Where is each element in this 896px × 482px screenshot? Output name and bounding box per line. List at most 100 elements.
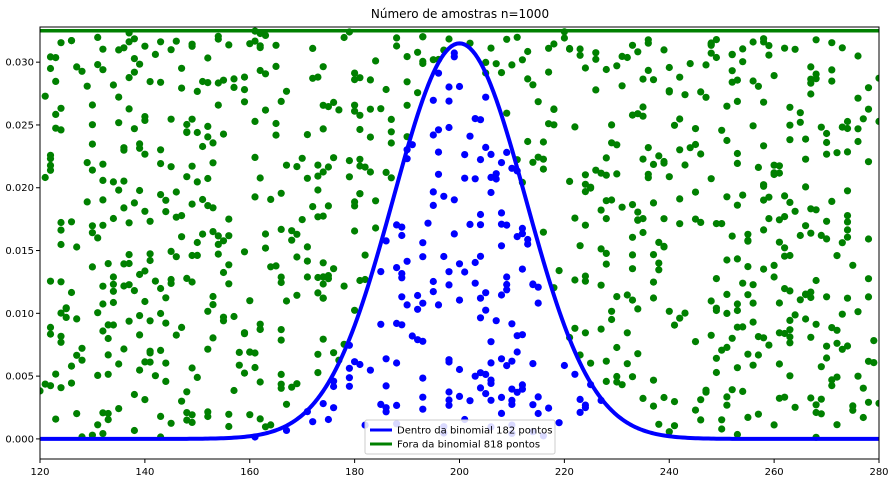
outside-point: [251, 193, 259, 201]
outside-point: [602, 154, 610, 162]
outside-point: [330, 98, 338, 106]
outside-point: [377, 105, 385, 113]
outside-point: [587, 359, 595, 367]
outside-point: [681, 309, 689, 317]
outside-point: [744, 230, 752, 238]
outside-point: [403, 53, 411, 61]
outside-point: [183, 388, 191, 396]
outside-point: [167, 419, 175, 427]
outside-point: [240, 369, 249, 377]
outside-point: [602, 215, 610, 223]
outside-point: [209, 204, 217, 212]
outside-point: [136, 144, 144, 152]
inside-point: [524, 235, 532, 244]
outside-point: [649, 294, 658, 302]
outside-point: [356, 111, 364, 119]
outside-point: [183, 274, 191, 282]
outside-point: [775, 360, 784, 368]
outside-point: [702, 93, 710, 101]
outside-point: [644, 174, 652, 182]
outside-point: [125, 38, 133, 46]
outside-point: [649, 199, 658, 207]
outside-point: [209, 334, 217, 342]
outside-point: [141, 297, 149, 306]
outside-point: [733, 97, 742, 105]
outside-point: [209, 292, 217, 301]
outside-point: [707, 175, 715, 183]
outside-point: [744, 413, 752, 421]
outside-point: [251, 153, 259, 161]
outside-point: [335, 106, 343, 114]
inside-point: [419, 405, 427, 413]
outside-point: [188, 200, 196, 208]
outside-point: [817, 395, 825, 403]
outside-point: [618, 203, 626, 211]
outside-point: [46, 64, 55, 73]
y-tick-label: 0.030: [5, 58, 34, 69]
inside-point: [482, 390, 490, 398]
outside-point: [94, 371, 102, 379]
inside-point: [508, 357, 516, 365]
outside-point: [807, 63, 815, 71]
outside-point: [88, 101, 96, 109]
outside-point: [796, 109, 804, 117]
outside-point: [608, 121, 616, 129]
outside-point: [676, 115, 684, 123]
inside-point: [429, 131, 437, 139]
outside-point: [104, 416, 112, 424]
inside-point: [382, 408, 390, 416]
outside-point: [214, 79, 222, 87]
outside-point: [775, 216, 784, 224]
inside-point: [503, 148, 511, 156]
outside-point: [73, 243, 81, 251]
outside-point: [109, 321, 117, 329]
outside-point: [628, 265, 637, 273]
outside-point: [744, 291, 752, 299]
outside-point: [539, 138, 548, 146]
outside-point: [277, 97, 285, 105]
outside-point: [387, 128, 395, 136]
y-tick-label: 0.015: [5, 246, 34, 257]
outside-point: [99, 409, 107, 417]
outside-point: [303, 131, 311, 139]
outside-point: [256, 174, 264, 182]
inside-point: [429, 188, 437, 196]
outside-point: [261, 244, 270, 252]
outside-point: [351, 306, 359, 314]
inside-point: [419, 337, 427, 345]
outside-point: [749, 122, 757, 130]
outside-point: [225, 280, 233, 288]
outside-point: [849, 261, 857, 269]
inside-point: [534, 283, 542, 291]
outside-point: [655, 420, 663, 428]
outside-point: [277, 278, 285, 287]
outside-point: [277, 326, 285, 334]
outside-point: [608, 315, 616, 324]
outside-point: [691, 215, 700, 223]
outside-point: [823, 217, 831, 225]
outside-point: [723, 401, 731, 409]
inside-point: [440, 192, 448, 200]
outside-point: [94, 234, 102, 242]
outside-point: [141, 207, 149, 215]
outside-point: [366, 133, 374, 141]
outside-point: [382, 168, 390, 176]
inside-point: [434, 126, 443, 134]
outside-point: [225, 232, 233, 240]
outside-point: [319, 63, 327, 71]
outside-point: [655, 238, 663, 246]
outside-point: [46, 166, 55, 174]
outside-point: [733, 255, 742, 263]
outside-point: [524, 137, 532, 146]
outside-point: [775, 299, 784, 307]
outside-point: [109, 81, 117, 89]
inside-point: [434, 148, 443, 156]
outside-point: [204, 345, 212, 353]
outside-point: [94, 61, 102, 69]
outside-point: [277, 225, 285, 233]
outside-point: [823, 354, 831, 362]
inside-point: [455, 392, 464, 400]
inside-point: [518, 385, 527, 393]
inside-point: [377, 320, 385, 328]
inside-point: [419, 239, 427, 247]
